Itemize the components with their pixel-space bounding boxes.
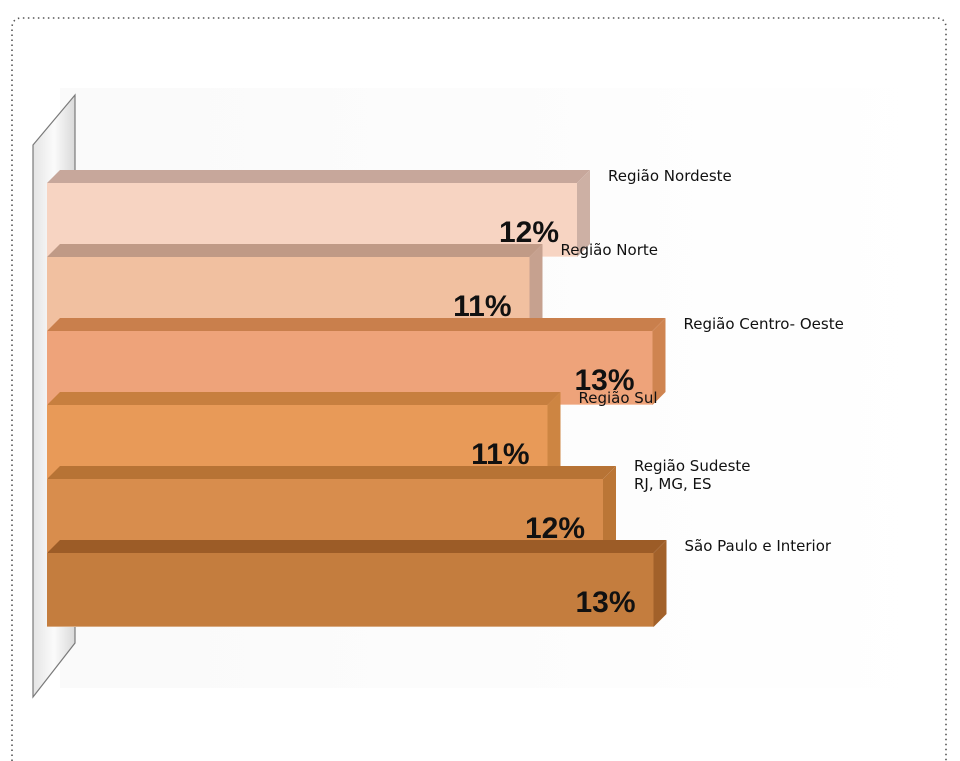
bar-top-face [47, 540, 667, 553]
category-label: Região Centro- Oeste [684, 315, 844, 333]
bar-top-face [47, 466, 616, 479]
bar-value-label: 13% [575, 586, 635, 619]
bar-front-face [47, 553, 654, 627]
bar-value-label: 12% [499, 216, 559, 249]
bar-value-label: 11% [471, 438, 529, 471]
bar-value-label: 12% [525, 512, 585, 545]
bar-3 [47, 318, 666, 405]
bar-side-face [603, 466, 616, 553]
bar-side-face [577, 170, 590, 257]
bar-value-label: 13% [574, 364, 634, 397]
bar-side-face [529, 244, 543, 331]
category-label: Região Nordeste [608, 167, 732, 185]
bar-side-face [652, 318, 666, 405]
category-label: Região Sul [579, 389, 658, 407]
category-label: Região Norte [561, 241, 658, 259]
bar-value-label: 11% [453, 290, 511, 323]
bar-side-face [547, 392, 561, 479]
bar-top-face [47, 392, 561, 405]
category-label: Região Sudeste RJ, MG, ES [634, 457, 751, 493]
bar-top-face [47, 170, 590, 183]
bar-top-face [47, 318, 666, 331]
bar-6 [47, 540, 667, 627]
bar-side-face [653, 540, 667, 627]
category-label: São Paulo e Interior [685, 537, 832, 555]
bar-top-face [47, 244, 543, 257]
